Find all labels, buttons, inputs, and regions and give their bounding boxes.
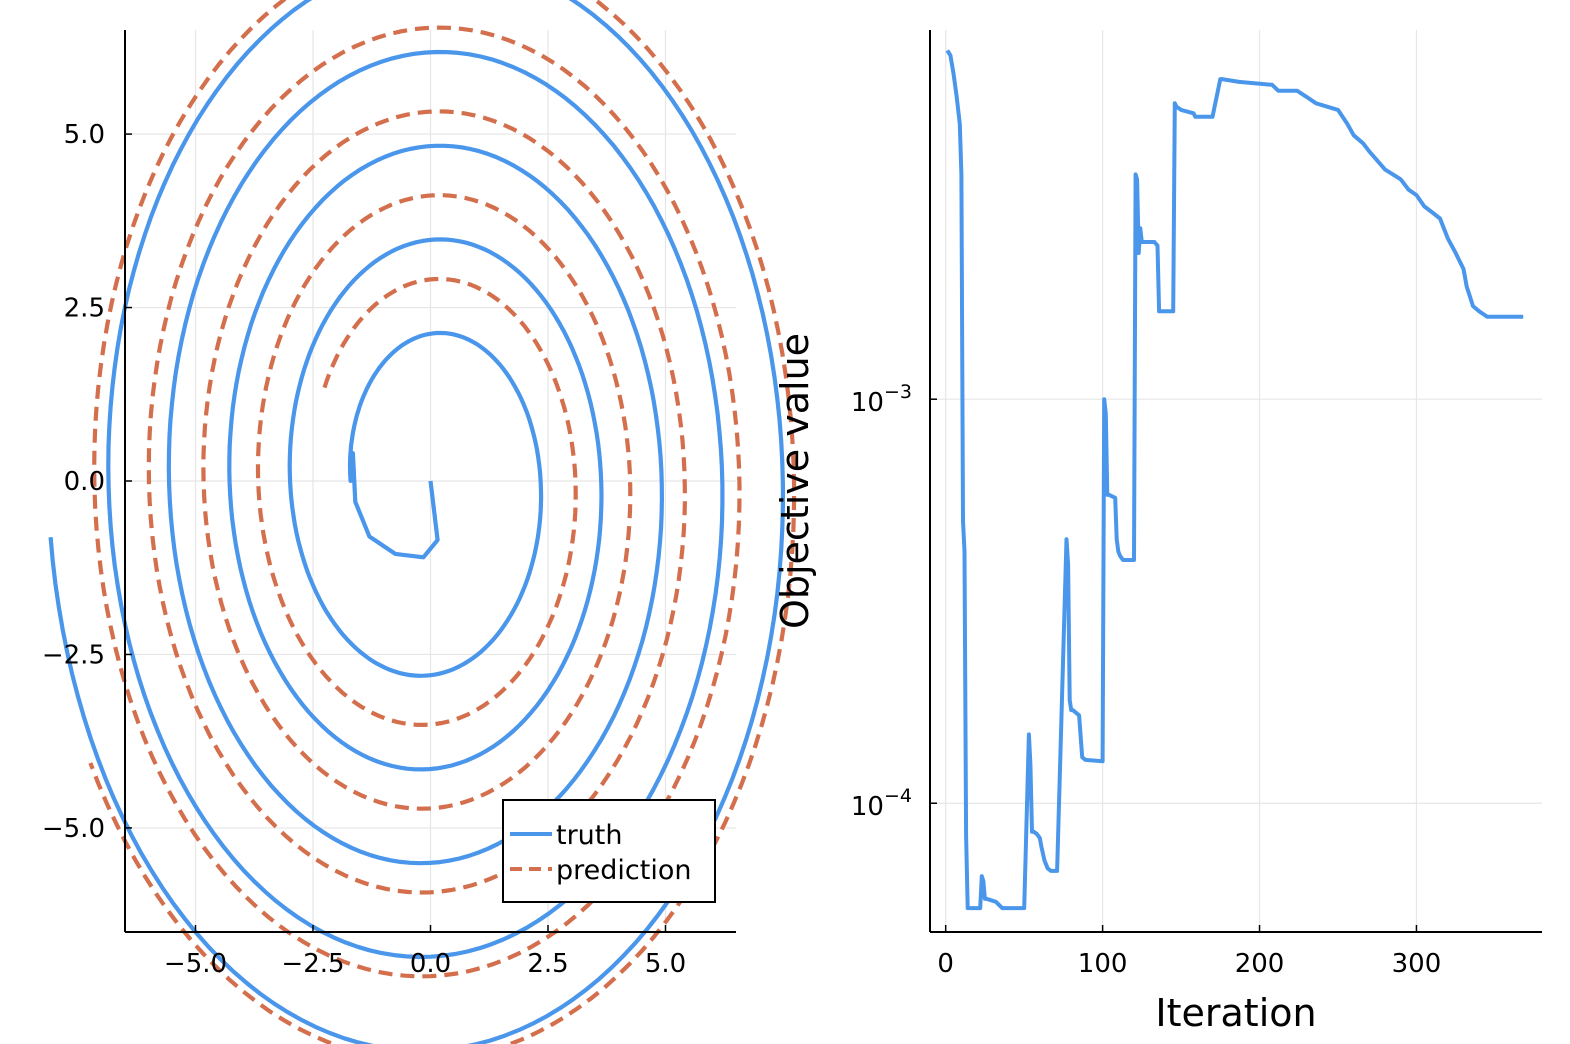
y-axis-label: Objective value <box>773 333 817 629</box>
spiral-plot-y-ticks: −5.0 −2.5 0.0 2.5 5.0 <box>42 120 132 844</box>
spiral-x-tick-label: −5.0 <box>164 949 227 979</box>
spiral-x-tick-label: 2.5 <box>527 949 568 979</box>
objective-line <box>945 49 1524 911</box>
objective-x-tick-label: 300 <box>1392 949 1442 979</box>
objective-plot-panel: 0 100 200 300 10−4 10−3 Iteration Objective … <box>773 30 1542 1035</box>
objective-plot-series <box>945 49 1524 911</box>
truth-line <box>48 0 785 1044</box>
legend: truth prediction <box>502 799 716 903</box>
spiral-x-tick-label: −2.5 <box>281 949 344 979</box>
objective-y-tick-label: 10−3 <box>851 381 912 418</box>
spiral-plot-panel: −5.0 −2.5 0.0 2.5 5.0 −5.0 −2.5 0.0 2.5 5.0 trut… <box>42 0 797 1044</box>
objective-plot-axes <box>929 30 1542 933</box>
objective-plot-x-ticks: 0 100 200 300 <box>937 925 1441 979</box>
objective-x-tick-label: 0 <box>937 949 954 979</box>
objective-x-tick-label: 200 <box>1235 949 1285 979</box>
spiral-y-tick-label: −5.0 <box>42 814 105 844</box>
spiral-x-tick-label: 5.0 <box>645 949 686 979</box>
objective-plot-y-ticks: 10−4 10−3 <box>851 381 937 822</box>
objective-y-tick-label: 10−4 <box>851 785 912 822</box>
spiral-plot-series <box>48 0 797 1044</box>
spiral-y-tick-label: −2.5 <box>42 640 105 670</box>
spiral-plot-x-ticks: −5.0 −2.5 0.0 2.5 5.0 <box>164 925 686 979</box>
x-axis-label: Iteration <box>1155 991 1316 1035</box>
legend-label-truth: truth <box>556 820 623 851</box>
spiral-y-tick-label: 5.0 <box>64 120 105 150</box>
spiral-y-tick-label: 0.0 <box>64 467 105 497</box>
spiral-y-tick-label: 2.5 <box>64 294 105 324</box>
objective-x-tick-label: 100 <box>1078 949 1128 979</box>
legend-label-prediction: prediction <box>556 855 691 886</box>
spiral-x-tick-label: 0.0 <box>410 949 451 979</box>
prediction-line <box>88 0 797 1044</box>
legend-box <box>502 799 716 903</box>
